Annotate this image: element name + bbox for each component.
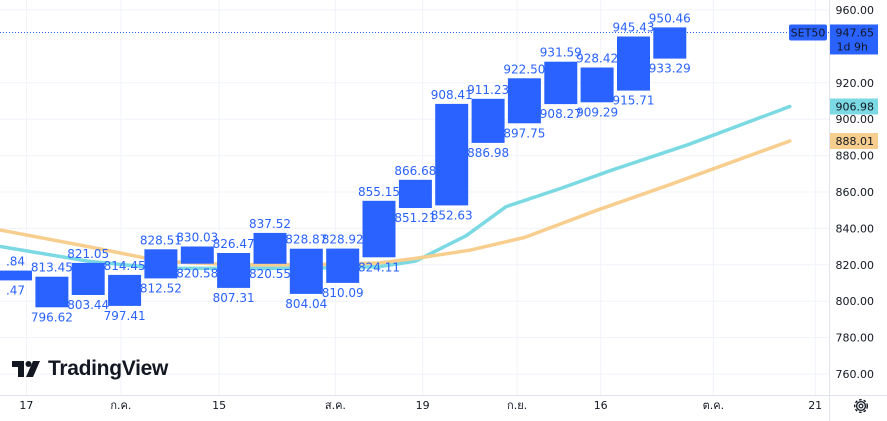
candle-10 — [362, 200, 396, 258]
candle-low-label-15: 908.27 — [540, 107, 582, 121]
candle-0 — [0, 270, 32, 281]
y-tick-label-5: 840.00 — [836, 222, 875, 235]
last-price-badge — [830, 24, 878, 55]
x-tick-label-4: 19 — [416, 399, 430, 412]
candle-low-label-13: 886.98 — [467, 146, 509, 160]
candle-high-label-2: 821.05 — [67, 247, 109, 261]
candle-7 — [253, 232, 287, 264]
candle-2 — [71, 262, 105, 295]
candle-15 — [544, 61, 578, 105]
candles — [0, 27, 687, 308]
y-tick-label-1: 920.00 — [836, 77, 875, 90]
candle-low-label-9: 810.09 — [322, 286, 364, 300]
candle-high-label-0: .84 — [6, 255, 25, 269]
candle-high-label-15: 931.59 — [540, 46, 582, 60]
candle-low-label-10: 824.11 — [358, 260, 400, 274]
y-tick-label-8: 780.00 — [836, 332, 875, 345]
moving-average-value-0: 906.98 — [836, 100, 875, 113]
candle-low-label-12: 852.63 — [431, 208, 473, 222]
candle-high-label-16: 928.42 — [576, 52, 618, 66]
x-tick-label-0: 17 — [19, 399, 33, 412]
tradingview-logo-text: TradingView — [48, 357, 169, 380]
candle-low-label-2: 803.44 — [67, 298, 109, 312]
candle-high-label-7: 837.52 — [249, 217, 291, 231]
price-scale-background[interactable] — [829, 0, 887, 395]
candle-14 — [507, 78, 541, 124]
candle-high-label-11: 866.68 — [394, 164, 436, 178]
x-tick-label-6: 16 — [594, 399, 608, 412]
candle-high-label-12: 908.41 — [431, 88, 473, 102]
candle-high-label-17: 945.43 — [613, 21, 655, 35]
candle-16 — [580, 67, 614, 103]
tradingview-logo[interactable]: TradingView — [12, 357, 168, 381]
candle-high-label-13: 911.23 — [467, 83, 509, 97]
candle-high-label-4: 828.51 — [140, 233, 182, 247]
y-tick-label-6: 820.00 — [836, 259, 875, 272]
y-tick-label-7: 800.00 — [836, 295, 875, 308]
candle-4 — [144, 249, 178, 279]
candle-high-label-5: 830.03 — [176, 231, 218, 245]
bar-countdown: 1d 9h — [837, 40, 868, 53]
candle-low-label-1: 796.62 — [31, 310, 73, 324]
y-tick-label-9: 760.00 — [836, 368, 875, 381]
moving-average-badge-0 — [830, 98, 878, 115]
candle-low-label-3: 797.41 — [104, 309, 146, 323]
x-tick-label-2: 15 — [212, 399, 226, 412]
price-axis[interactable]: 960.00 920.00 900.00 880.00 860.00 840.00 820.… — [836, 4, 875, 381]
candle-high-label-6: 826.47 — [213, 237, 255, 251]
candle-11 — [398, 179, 432, 208]
candle-1 — [35, 276, 69, 308]
candle-high-label-9: 828.92 — [322, 233, 364, 247]
moving-average-badge-1 — [830, 133, 878, 150]
candle-low-label-6: 807.31 — [213, 291, 255, 305]
candle-low-label-5: 820.58 — [176, 267, 218, 281]
symbol-badge[interactable] — [789, 24, 827, 41]
x-tick-label-8: 21 — [808, 399, 822, 412]
y-tick-label-2: 900.00 — [836, 113, 875, 126]
candle-high-label-3: 814.45 — [104, 259, 146, 273]
x-tick-label-3: ส.ค. — [325, 399, 346, 412]
value-labels: .84 .47 813.45 796.62 821.05 803.44 814.45 797.… — [6, 11, 691, 324]
last-price-value: 947.65 — [836, 26, 875, 39]
candle-17 — [617, 36, 650, 91]
candle-low-label-7: 820.55 — [249, 267, 291, 281]
candle-3 — [108, 274, 142, 306]
candle-low-label-11: 851.21 — [394, 211, 436, 225]
x-tick-label-1: ก.ค. — [110, 399, 131, 412]
y-tick-label-4: 860.00 — [836, 186, 875, 199]
candle-high-label-18: 950.46 — [649, 11, 691, 25]
x-tick-label-7: ต.ค. — [703, 399, 725, 412]
candle-high-label-8: 828.87 — [285, 233, 327, 247]
candle-low-label-16: 909.29 — [576, 105, 618, 119]
candle-6 — [217, 253, 251, 288]
candle-low-label-8: 804.04 — [285, 297, 327, 311]
candle-18 — [653, 27, 687, 59]
candle-5 — [180, 246, 214, 264]
tradingview-mark-icon — [12, 361, 40, 377]
candle-13 — [471, 98, 505, 143]
candle-low-label-18: 933.29 — [649, 62, 691, 76]
candle-high-label-1: 813.45 — [31, 261, 73, 275]
candle-low-label-4: 812.52 — [140, 281, 182, 295]
candle-high-label-10: 855.15 — [358, 185, 400, 199]
candle-high-label-14: 922.50 — [503, 62, 545, 76]
x-tick-label-5: ก.ย. — [507, 399, 527, 412]
gear-icon[interactable] — [852, 397, 870, 415]
candle-low-label-0: .47 — [6, 283, 25, 297]
candle-12 — [435, 103, 469, 206]
y-tick-label-0: 960.00 — [836, 4, 875, 17]
candle-low-label-14: 897.75 — [503, 126, 545, 140]
symbol-badge-text: SET50 — [791, 26, 826, 39]
candle-low-label-17: 915.71 — [613, 94, 655, 108]
y-tick-label-3: 880.00 — [836, 150, 875, 163]
candle-8 — [289, 248, 323, 294]
candle-9 — [326, 248, 360, 283]
moving-average-value-1: 888.01 — [836, 135, 875, 148]
